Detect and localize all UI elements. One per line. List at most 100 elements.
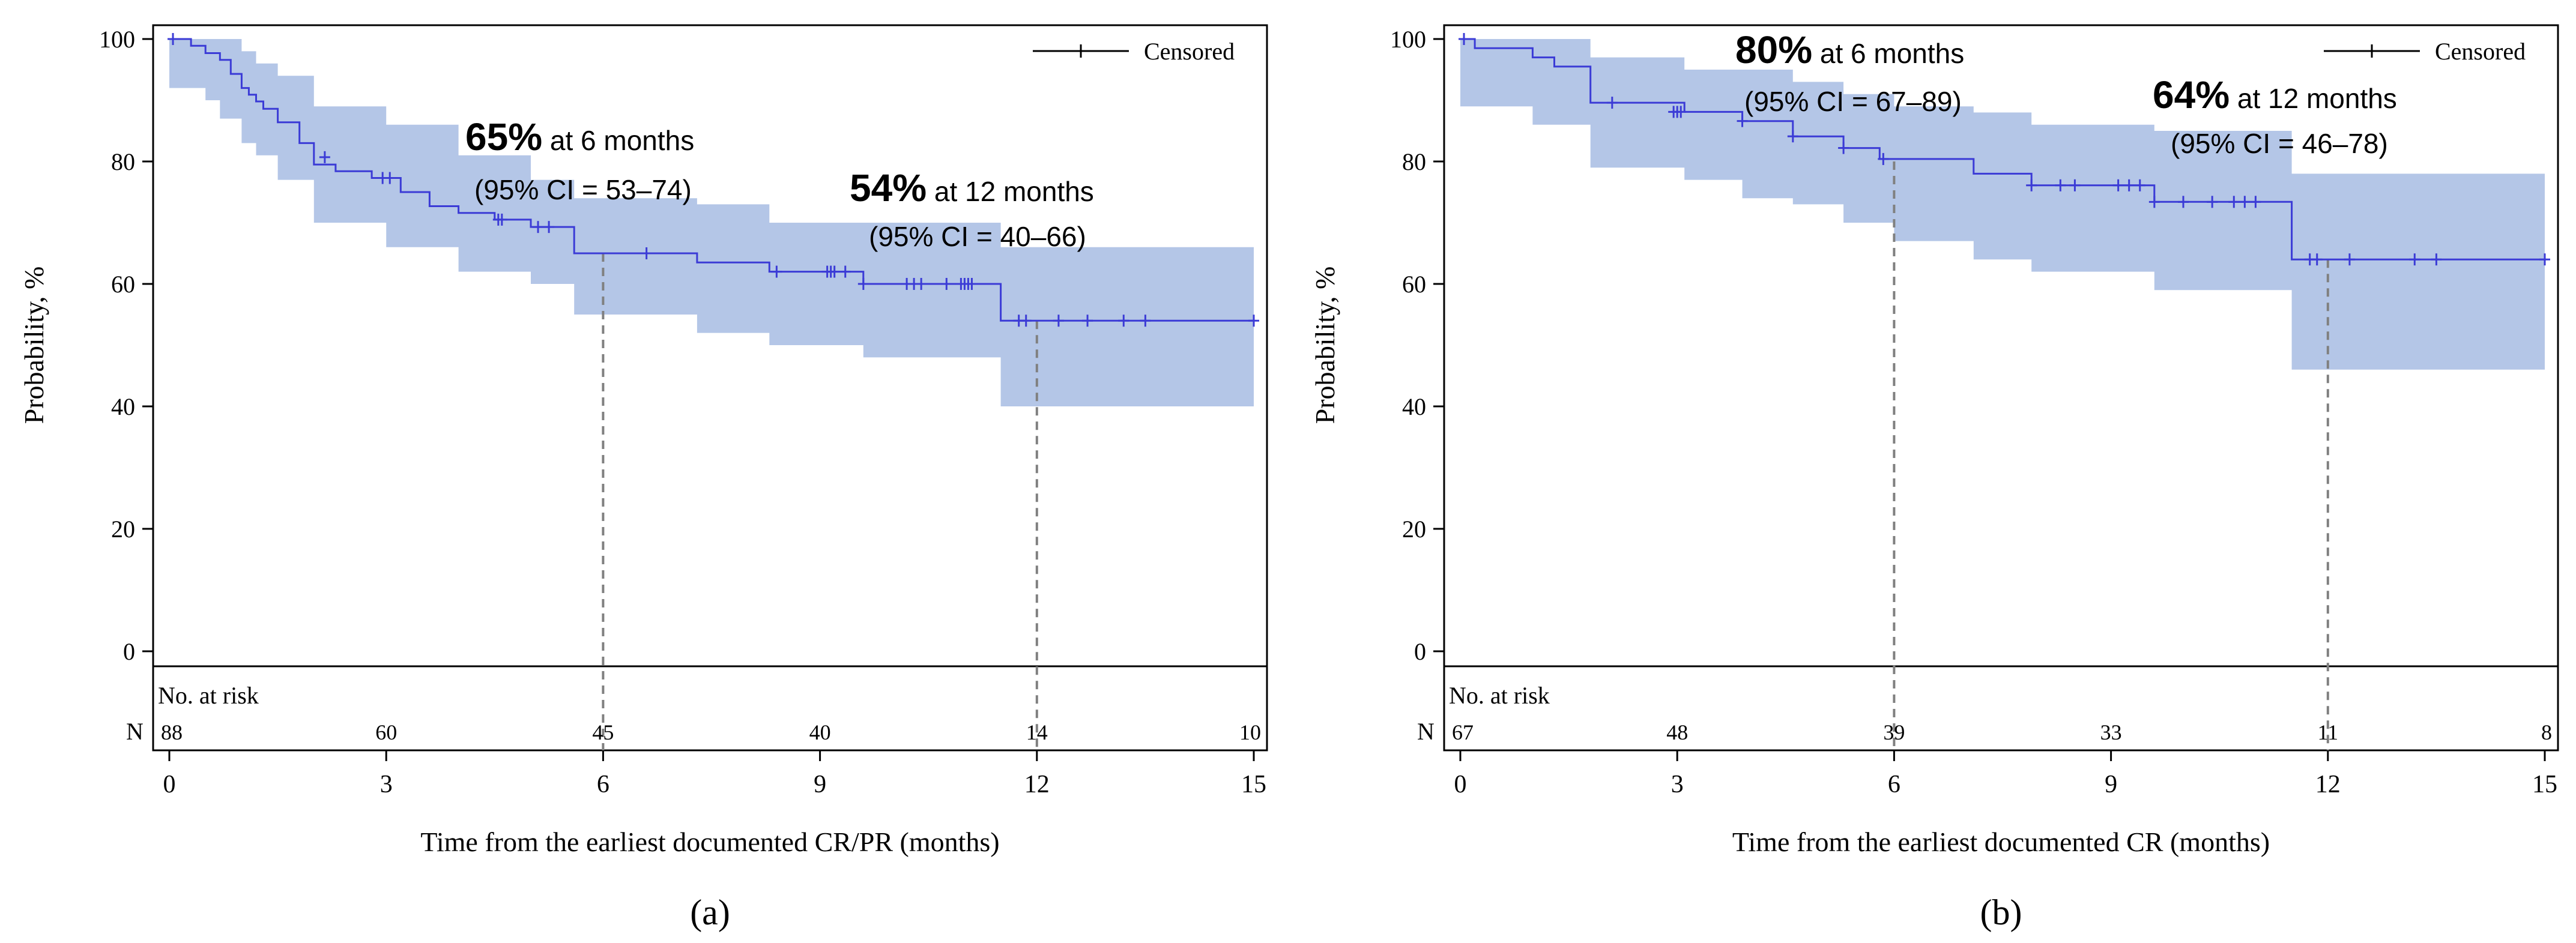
censor-mark	[2228, 196, 2240, 208]
censor-mark	[1737, 115, 1748, 127]
y-tick-label: 60	[1402, 271, 1426, 298]
annotation-percent: 54%	[850, 166, 927, 209]
censor-mark	[1118, 315, 1129, 327]
panel-label: (b)	[1980, 893, 2022, 932]
y-tick-label: 40	[1402, 393, 1426, 420]
censor-mark	[829, 265, 840, 278]
y-tick-label: 0	[123, 638, 135, 665]
risk-count: 45	[592, 720, 614, 744]
annotation-percent: 64%	[2153, 73, 2230, 116]
censor-mark	[2069, 179, 2081, 191]
legend-label: Censored	[2435, 38, 2526, 65]
annotation-timepoint: at 12 months	[927, 176, 1094, 207]
y-tick-label: 80	[111, 148, 135, 175]
x-tick-label: 15	[2532, 771, 2557, 798]
y-tick-label: 20	[1402, 516, 1426, 543]
censor-mark	[2239, 196, 2251, 208]
censor-mark	[771, 265, 782, 278]
censor-mark	[2148, 196, 2160, 208]
censor-mark	[2409, 253, 2420, 266]
censor-mark	[2539, 253, 2550, 266]
censor-mark	[2178, 196, 2189, 208]
risk-count: 39	[1883, 720, 1905, 744]
risk-table-title: No. at risk	[1449, 682, 1550, 709]
x-tick-label: 0	[1454, 771, 1467, 798]
panel-label: (a)	[690, 893, 730, 932]
censor-mark	[941, 278, 952, 290]
annotation-percent: 65%	[465, 115, 542, 158]
censor-mark	[2026, 179, 2037, 191]
censor-mark	[1020, 315, 1032, 327]
x-tick-label: 6	[1888, 771, 1900, 798]
annotation-timepoint: at 12 months	[2230, 83, 2397, 114]
censor-mark	[1082, 315, 1093, 327]
risk-count: 33	[2100, 720, 2122, 744]
censor-mark	[2431, 253, 2442, 266]
y-axis-label: Probability, %	[1310, 267, 1340, 424]
annotation-ci: (95% CI = 46–78)	[2171, 128, 2388, 159]
x-axis-label: Time from the earliest documented CR (mo…	[1732, 827, 2270, 857]
censor-mark	[2123, 179, 2135, 191]
x-tick-label: 9	[2105, 771, 2117, 798]
risk-table-title: No. at risk	[158, 682, 259, 709]
risk-count: 60	[375, 720, 397, 744]
censor-mark	[916, 278, 927, 290]
censor-mark	[2112, 179, 2124, 191]
legend: Censored	[1033, 38, 1235, 65]
y-tick-label: 40	[111, 393, 135, 420]
annotation-headline: 54% at 12 months	[850, 166, 1094, 209]
risk-table-row-label: N	[126, 718, 144, 745]
censor-mark	[168, 33, 179, 45]
censor-mark	[1675, 106, 1687, 118]
x-tick-label: 3	[380, 771, 393, 798]
x-tick-label: 15	[1241, 771, 1266, 798]
y-tick-label: 0	[1414, 638, 1426, 665]
x-tick-label: 9	[814, 771, 826, 798]
annotation-ci: (95% CI = 67–89)	[1744, 86, 1962, 117]
censor-mark	[857, 278, 869, 290]
censor-mark	[1878, 152, 1889, 165]
annotation-headline: 64% at 12 months	[2153, 73, 2397, 116]
risk-count: 67	[1452, 720, 1474, 744]
censor-mark	[1053, 315, 1064, 327]
legend: Censored	[2324, 38, 2526, 65]
risk-count: 11	[2317, 720, 2338, 744]
annotation-timepoint: at 6 months	[542, 125, 694, 156]
risk-count: 48	[1666, 720, 1688, 744]
censor-mark	[1606, 97, 1618, 109]
y-tick-label: 60	[111, 271, 135, 298]
censor-mark	[533, 221, 544, 233]
risk-count: 14	[1026, 720, 1048, 744]
risk-count: 88	[161, 720, 183, 744]
plot-frame	[1443, 24, 2559, 752]
y-tick-label: 100	[1390, 26, 1426, 53]
censor-mark	[319, 151, 330, 163]
censor-mark	[1459, 33, 1470, 45]
survival-curve	[1460, 38, 2545, 261]
y-axis-label: Probability, %	[19, 267, 49, 424]
x-tick-label: 6	[597, 771, 609, 798]
censor-mark	[839, 265, 851, 278]
x-tick-label: 12	[1024, 771, 1050, 798]
censor-mark	[966, 278, 978, 290]
confidence-band	[169, 39, 1254, 406]
censor-mark	[496, 213, 507, 226]
annotation-headline: 80% at 6 months	[1735, 28, 1964, 71]
annotation-headline: 65% at 6 months	[465, 115, 694, 158]
confidence-band	[1460, 39, 2545, 370]
km-panel-b: 0 20 40 60 80 100 0 3 6 9 12 15 Time from the earlie…	[1310, 24, 2559, 932]
y-tick-label: 80	[1402, 148, 1426, 175]
censor-mark	[2055, 179, 2066, 191]
plot-frame	[152, 24, 1268, 752]
survival-curve	[169, 38, 1254, 322]
y-tick-label: 20	[111, 516, 135, 543]
censor-mark	[543, 221, 555, 233]
censor-mark	[2134, 179, 2145, 191]
x-tick-label: 3	[1671, 771, 1684, 798]
censor-mark	[2311, 253, 2323, 266]
legend-label: Censored	[1144, 38, 1235, 65]
censor-mark	[2207, 196, 2218, 208]
censor-mark	[641, 247, 652, 259]
censor-mark	[384, 172, 396, 184]
